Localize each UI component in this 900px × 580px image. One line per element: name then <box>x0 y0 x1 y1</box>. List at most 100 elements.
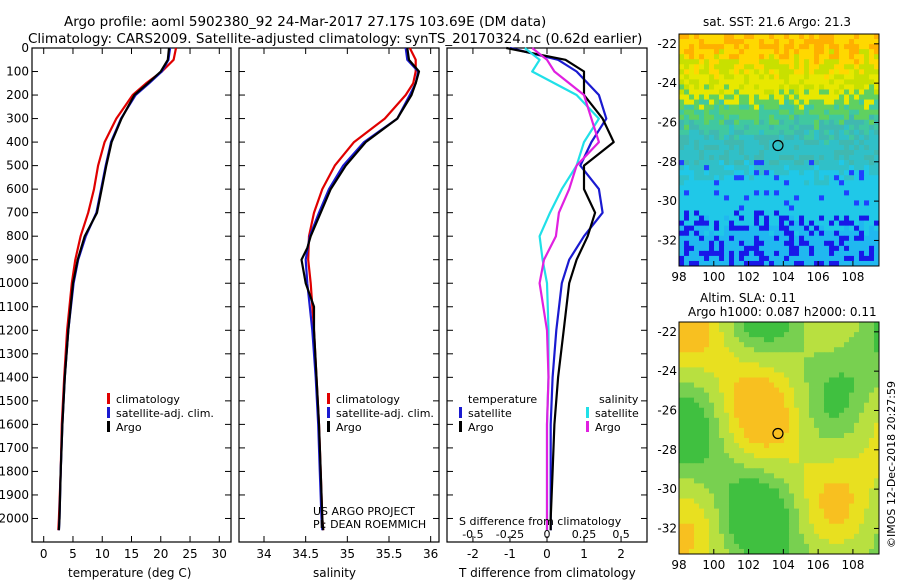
map-cell <box>859 478 865 484</box>
map-cell <box>754 170 760 176</box>
map-cell <box>739 498 745 504</box>
map-cell <box>829 114 835 121</box>
map-cell <box>759 523 765 530</box>
map-cell <box>709 139 715 146</box>
map-cell <box>689 260 695 267</box>
map-cell <box>689 124 695 131</box>
map-cell <box>694 190 700 196</box>
map-cell <box>814 407 820 414</box>
map-cell <box>734 533 740 540</box>
map-cell <box>819 235 825 242</box>
map-cell <box>744 109 750 116</box>
map-cell <box>859 528 865 535</box>
map-cell <box>819 322 825 328</box>
map-cell <box>834 518 840 525</box>
map-cell <box>864 357 870 363</box>
map-cell <box>749 134 755 141</box>
map-cell <box>684 74 690 80</box>
map-cell <box>794 508 800 515</box>
map-cell <box>829 89 835 95</box>
map-cell <box>784 367 790 373</box>
map-cell <box>694 402 700 409</box>
map-cell <box>684 347 690 353</box>
map-cell <box>764 438 770 444</box>
map-cell <box>804 513 810 520</box>
map-cell <box>684 230 690 237</box>
map-cell <box>824 342 830 348</box>
map-cell <box>764 392 770 399</box>
map-cell <box>829 538 835 545</box>
map-cell <box>789 39 795 45</box>
map-cell <box>754 79 760 85</box>
map-cell <box>869 205 875 211</box>
map-cell <box>824 528 830 535</box>
map-cell <box>804 412 810 419</box>
map-cell <box>814 129 820 136</box>
map-cell <box>819 463 825 469</box>
map-cell <box>754 337 760 343</box>
map-cell <box>849 438 855 444</box>
map-cell <box>724 412 730 419</box>
map-cell <box>859 64 865 70</box>
map-cell <box>874 372 880 378</box>
map-cell <box>719 225 725 232</box>
map-cell <box>699 69 705 75</box>
map-cell <box>719 337 725 343</box>
map-cell <box>684 210 690 216</box>
map-cell <box>729 493 735 499</box>
map-cell <box>764 337 770 343</box>
map-cell <box>809 74 815 80</box>
map-cell <box>764 109 770 116</box>
map-cell <box>794 94 800 100</box>
map-cell <box>694 503 700 510</box>
map-cell <box>864 478 870 484</box>
map-cell <box>819 114 825 121</box>
map-cell <box>759 114 765 121</box>
map-cell <box>709 260 715 267</box>
map-cell <box>789 523 795 530</box>
map-cell <box>694 44 700 50</box>
map-cell <box>739 468 745 474</box>
map-cell <box>779 69 785 75</box>
map-cell <box>754 493 760 499</box>
map-cell <box>849 372 855 378</box>
map-cell <box>724 518 730 525</box>
difference-xlabel: T difference from climatology <box>458 566 636 580</box>
map-cell <box>859 250 865 257</box>
map-cell <box>844 342 850 348</box>
map-cell <box>689 427 695 434</box>
map-cell <box>699 134 705 141</box>
map-cell <box>844 89 850 95</box>
map-cell <box>794 205 800 211</box>
map-cell <box>804 225 810 232</box>
map-cell <box>789 129 795 136</box>
map-cell <box>859 59 865 65</box>
map-cell <box>814 402 820 409</box>
map-cell <box>794 488 800 494</box>
map-cell <box>819 205 825 211</box>
map-cell <box>854 422 860 429</box>
map-cell <box>709 468 715 474</box>
map-cell <box>784 417 790 424</box>
map-cell <box>814 139 820 146</box>
map-cell <box>714 352 720 358</box>
map-cell <box>699 458 705 464</box>
map-cell <box>849 543 855 550</box>
map-cell <box>734 473 740 479</box>
difference-legend: temperature salinity satellite Argo sate… <box>459 393 639 434</box>
map-cell <box>724 124 730 131</box>
map-cell <box>844 144 850 151</box>
map-cell <box>854 448 860 454</box>
map-cell <box>754 548 760 555</box>
map-cell <box>819 230 825 237</box>
map-cell <box>749 332 755 338</box>
map-cell <box>764 473 770 479</box>
map-cell <box>869 79 875 85</box>
map-cell <box>684 215 690 222</box>
map-cell <box>834 39 840 45</box>
map-cell <box>769 528 775 535</box>
map-cell <box>764 185 770 191</box>
map-cell <box>754 205 760 211</box>
map-cell <box>794 215 800 222</box>
map-cell <box>814 377 820 383</box>
